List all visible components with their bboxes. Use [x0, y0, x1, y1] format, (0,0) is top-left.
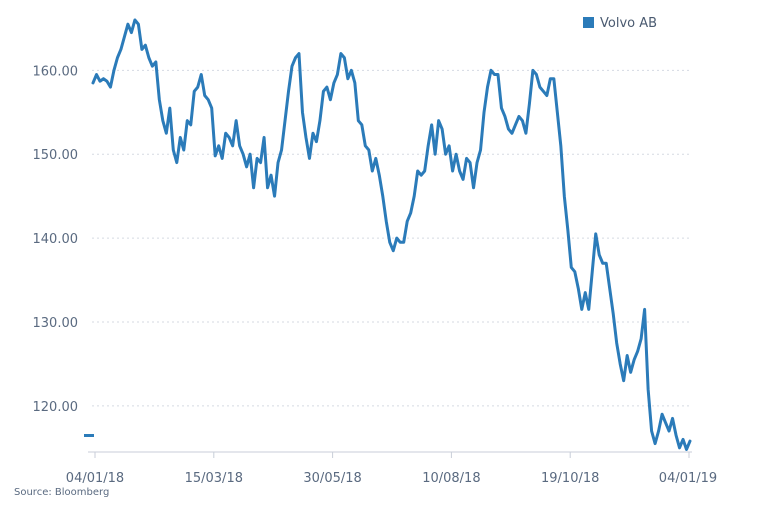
y-axis: 120.00 130.00 140.00 150.00 160.00 [33, 64, 79, 415]
legend: Volvo AB [583, 16, 657, 31]
grid-lines [92, 69, 690, 407]
y-tick-label: 130.00 [33, 316, 79, 331]
x-tick-label: 19/10/18 [541, 471, 599, 486]
x-tick-label: 04/01/18 [66, 471, 124, 486]
x-axis: 04/01/18 15/03/18 30/05/18 10/08/18 19/10/18… [66, 452, 717, 486]
y-tick-label: 160.00 [33, 64, 79, 79]
legend-label: Volvo AB [600, 16, 657, 31]
series-line-volvo-ab [91, 18, 692, 451]
y-tick-label: 150.00 [33, 148, 79, 163]
x-tick-label: 30/05/18 [303, 471, 361, 486]
legend-swatch [583, 17, 594, 28]
y-tick-label: 120.00 [33, 400, 79, 415]
source-note: Source: Bloomberg [14, 487, 110, 498]
x-tick-label: 10/08/18 [422, 471, 480, 486]
x-tick-label: 04/01/19 [659, 471, 717, 486]
axis-marker [84, 434, 94, 437]
y-tick-label: 140.00 [33, 232, 79, 247]
x-tick-label: 15/03/18 [185, 471, 243, 486]
